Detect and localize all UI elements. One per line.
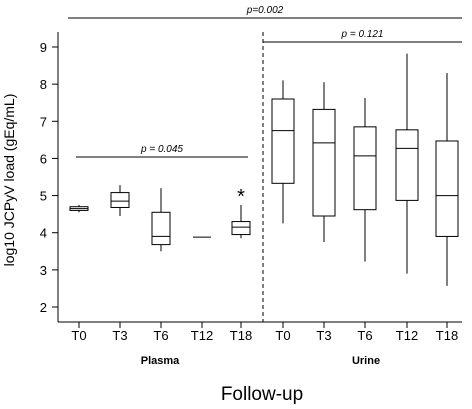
- p-value-label-urine: p = 0.121: [341, 29, 384, 40]
- box-urine-T6: [353, 97, 377, 262]
- box-iqr-urine-T6: [353, 126, 377, 211]
- x-ticks: T0 T3 T6 T12 T18 T0 T3 T6 T12 T18: [71, 322, 458, 343]
- y-tick-label-7: 7: [40, 114, 47, 129]
- group-label-plasma: Plasma: [141, 355, 180, 367]
- box-iqr-urine-T12: [395, 129, 419, 201]
- group-label-urine: Urine: [352, 355, 380, 367]
- y-tick-label-4: 4: [40, 226, 47, 241]
- box-iqr-urine-T3: [312, 108, 336, 217]
- box-plasma-T0: [69, 204, 89, 213]
- box-urine-T18: [435, 73, 459, 286]
- y-tick-label-2: 2: [40, 300, 47, 315]
- x-tick-label-plasma-T18: T18: [230, 328, 252, 343]
- y-tick-label-5: 5: [40, 189, 47, 204]
- x-tick-label-urine-T12: T12: [396, 328, 418, 343]
- p-value-label-all: p=0.002: [246, 5, 284, 16]
- y-ticks: 2 3 4 5 6 7 8 9: [40, 40, 58, 315]
- x-tick-label-urine-T0: T0: [275, 328, 290, 343]
- x-tick-label-plasma-T3: T3: [112, 328, 127, 343]
- x-axis-title: Follow-up: [221, 384, 303, 405]
- x-tick-label-plasma-T6: T6: [153, 328, 168, 343]
- annotations: p=0.002 p = 0.121 p = 0.045: [68, 5, 462, 158]
- axes-layer: [57, 32, 462, 323]
- box-plasma-T18: *: [231, 186, 251, 239]
- y-tick-label-3: 3: [40, 263, 47, 278]
- x-tick-label-urine-T18: T18: [436, 328, 458, 343]
- p-value-label-plasma: p = 0.045: [140, 144, 183, 155]
- boxes: *: [69, 53, 459, 286]
- box-iqr-plasma-T18: [231, 221, 251, 236]
- x-tick-label-urine-T6: T6: [357, 328, 372, 343]
- box-urine-T0: [271, 80, 295, 224]
- box-plasma-T6: [151, 188, 171, 252]
- box-iqr-urine-T18: [435, 140, 459, 237]
- box-iqr-plasma-T3: [110, 192, 130, 208]
- box-plasma-T3: [110, 185, 130, 216]
- y-tick-label-9: 9: [40, 40, 47, 55]
- box-urine-T3: [312, 82, 336, 242]
- x-tick-label-plasma-T0: T0: [71, 328, 86, 343]
- x-tick-label-urine-T3: T3: [316, 328, 331, 343]
- outlier-marker-plasma-T18: *: [237, 186, 245, 208]
- x-tick-label-plasma-T12: T12: [191, 328, 213, 343]
- y-tick-label-6: 6: [40, 151, 47, 166]
- box-iqr-urine-T0: [271, 98, 295, 184]
- box-urine-T12: [395, 53, 419, 274]
- y-axis-title: log10 JCPyV load (gEq/mL): [1, 94, 17, 267]
- box-iqr-plasma-T6: [151, 211, 171, 246]
- y-tick-label-8: 8: [40, 77, 47, 92]
